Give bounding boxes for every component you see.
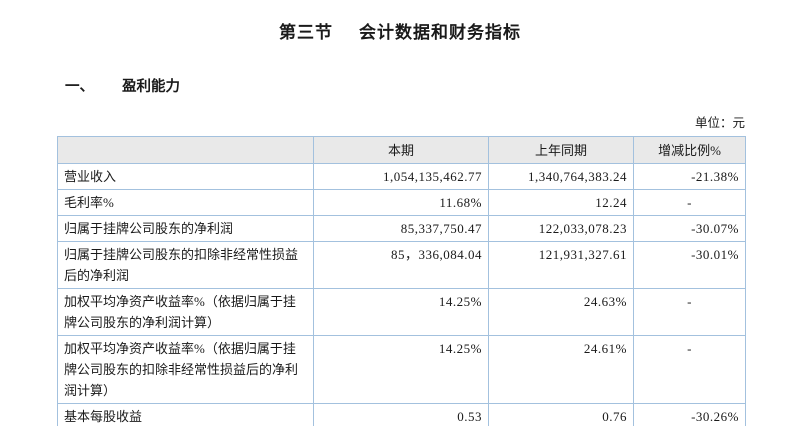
table-row: 归属于挂牌公司股东的净利润 85,337,750.47 122,033,078.… bbox=[57, 215, 746, 242]
subsection-heading: 一、 盈利能力 bbox=[65, 75, 800, 96]
header-current-period: 本期 bbox=[313, 136, 489, 164]
row-label: 毛利率% bbox=[57, 189, 314, 216]
row-change-value: -30.07% bbox=[633, 215, 746, 242]
row-prior-value: 121,931,327.61 bbox=[488, 241, 634, 289]
row-prior-value: 0.76 bbox=[488, 403, 634, 426]
table-row: 加权平均净资产收益率%（依据归属于挂牌公司股东的净利润计算） 14.25% 24… bbox=[57, 288, 746, 336]
row-change-value: -30.01% bbox=[633, 241, 746, 289]
unit-label: 单位：元 bbox=[694, 116, 745, 130]
page-title: 第三节 会计数据和财务指标 bbox=[0, 18, 800, 43]
table-header-row: 本期 上年同期 增减比例% bbox=[57, 136, 746, 164]
row-current-value: 85,337,750.47 bbox=[313, 215, 489, 242]
row-change-value: - bbox=[633, 189, 746, 216]
table-row: 归属于挂牌公司股东的扣除非经常性损益后的净利润 85，336,084.04 12… bbox=[57, 241, 746, 289]
row-prior-value: 24.61% bbox=[488, 335, 634, 404]
row-label: 加权平均净资产收益率%（依据归属于挂牌公司股东的扣除非经常性损益后的净利润计算） bbox=[57, 335, 314, 404]
subsection-number: 一、 bbox=[65, 79, 94, 95]
row-current-value: 14.25% bbox=[313, 288, 489, 336]
subsection-title: 盈利能力 bbox=[122, 79, 180, 95]
section-title: 会计数据和财务指标 bbox=[359, 23, 521, 42]
row-current-value: 85，336,084.04 bbox=[313, 241, 489, 289]
row-change-value: - bbox=[633, 288, 746, 336]
row-label: 加权平均净资产收益率%（依据归属于挂牌公司股东的净利润计算） bbox=[57, 288, 314, 336]
row-label: 基本每股收益 bbox=[57, 403, 314, 426]
row-current-value: 14.25% bbox=[313, 335, 489, 404]
header-change-ratio: 增减比例% bbox=[633, 136, 746, 164]
table-row: 基本每股收益 0.53 0.76 -30.26% bbox=[57, 403, 746, 426]
row-label: 归属于挂牌公司股东的净利润 bbox=[57, 215, 314, 242]
table-row: 营业收入 1,054,135,462.77 1,340,764,383.24 -… bbox=[57, 163, 746, 190]
table-row: 加权平均净资产收益率%（依据归属于挂牌公司股东的扣除非经常性损益后的净利润计算）… bbox=[57, 335, 746, 404]
row-label: 营业收入 bbox=[57, 163, 314, 190]
profitability-table: 本期 上年同期 增减比例% 营业收入 1,054,135,462.77 1,34… bbox=[57, 136, 746, 426]
header-prior-period: 上年同期 bbox=[488, 136, 634, 164]
row-current-value: 0.53 bbox=[313, 403, 489, 426]
row-current-value: 1,054,135,462.77 bbox=[313, 163, 489, 190]
row-prior-value: 12.24 bbox=[488, 189, 634, 216]
row-change-value: - bbox=[633, 335, 746, 404]
row-change-value: -30.26% bbox=[633, 403, 746, 426]
row-prior-value: 122,033,078.23 bbox=[488, 215, 634, 242]
row-current-value: 11.68% bbox=[313, 189, 489, 216]
table-row: 毛利率% 11.68% 12.24 - bbox=[57, 189, 746, 216]
section-number: 第三节 bbox=[279, 23, 333, 42]
row-prior-value: 24.63% bbox=[488, 288, 634, 336]
row-change-value: -21.38% bbox=[633, 163, 746, 190]
header-blank bbox=[57, 136, 314, 164]
row-label: 归属于挂牌公司股东的扣除非经常性损益后的净利润 bbox=[57, 241, 314, 289]
row-prior-value: 1,340,764,383.24 bbox=[488, 163, 634, 190]
